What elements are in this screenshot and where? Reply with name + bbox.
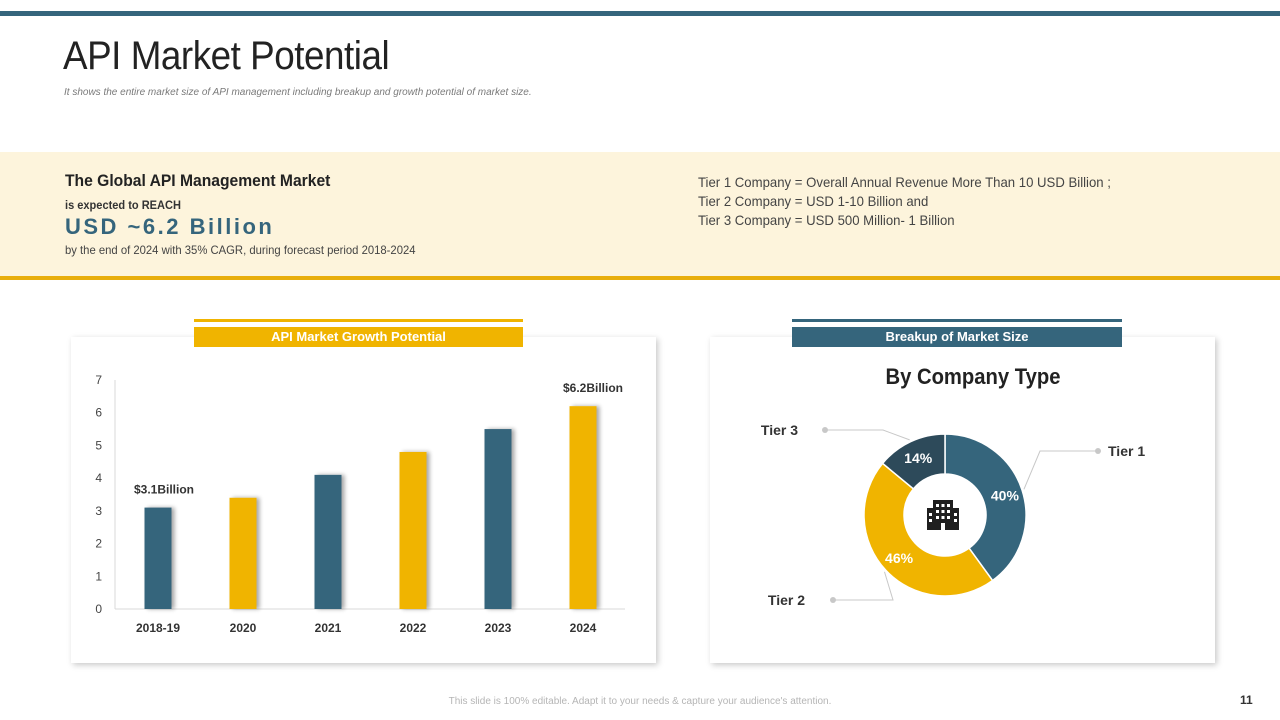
market-summary-band [0, 152, 1280, 276]
bar-chart-header: API Market Growth Potential [194, 327, 523, 347]
pie-callout-label: Tier 3 [761, 422, 798, 438]
x-tick-label: 2020 [230, 621, 257, 635]
tier-definition-2: Tier 2 Company = USD 1-10 Billion and [698, 193, 929, 209]
pie-slice-percent: 46% [885, 550, 914, 566]
market-note: by the end of 2024 with 35% CAGR, during… [65, 243, 416, 257]
market-summary-underline [0, 276, 1280, 280]
pie-callout-line [825, 429, 910, 441]
y-tick-label: 1 [95, 569, 102, 583]
y-tick-label: 7 [95, 373, 102, 387]
tier-definition-1: Tier 1 Company = Overall Annual Revenue … [698, 174, 1111, 190]
x-tick-label: 2023 [485, 621, 512, 635]
pie-chart-header: Breakup of Market Size [792, 327, 1122, 347]
pie-slice-tier-2 [863, 462, 994, 597]
y-tick-label: 3 [95, 504, 102, 518]
market-heading: The Global API Management Market [65, 171, 331, 190]
building-icon [927, 500, 959, 530]
pie-chart-header-line [792, 319, 1122, 322]
y-tick-label: 2 [95, 537, 102, 551]
pie-callout-dot [822, 427, 828, 433]
market-value: USD ~6.2 Billion [65, 214, 275, 239]
page-subtitle: It shows the entire market size of API m… [64, 87, 532, 98]
y-tick-label: 6 [95, 406, 102, 420]
bar-data-label: $6.2Billion [563, 381, 623, 395]
pie-slice-tier-1 [944, 433, 1027, 582]
tier-definitions: Tier 1 Company = Overall Annual Revenue … [698, 173, 1111, 230]
tier-definition-3: Tier 3 Company = USD 500 Million- 1 Bill… [698, 212, 955, 228]
bar-2018-19 [144, 507, 172, 609]
pie-callout-dot [830, 597, 836, 603]
bar-data-label: $3.1Billion [134, 483, 194, 497]
pie-slice-tier-3 [881, 433, 946, 490]
page-number: 11 [1240, 693, 1253, 707]
x-tick-label: 2022 [400, 621, 427, 635]
pie-slice-percent: 40% [991, 488, 1020, 504]
y-tick-label: 4 [95, 471, 102, 485]
pie-callout-line [1023, 450, 1098, 490]
pie-callout-label: Tier 1 [1108, 443, 1145, 459]
bar-chart-header-line [194, 319, 523, 322]
pie-slice-percent: 14% [904, 450, 933, 466]
pie-chart-title: By Company Type [885, 364, 1061, 389]
x-tick-label: 2024 [570, 621, 597, 635]
market-expect-label: is expected to REACH [65, 198, 181, 212]
bar-2023 [484, 429, 512, 609]
y-tick-label: 5 [95, 438, 102, 452]
pie-callout-dot [1095, 448, 1101, 454]
bar-2020 [229, 497, 257, 609]
pie-callout-line [833, 571, 894, 601]
bar-2021 [314, 474, 342, 609]
bar-2022 [399, 451, 427, 609]
top-accent-bar [0, 11, 1280, 16]
bar-2024 [569, 406, 597, 609]
page-title: API Market Potential [63, 34, 390, 78]
footer-note: This slide is 100% editable. Adapt it to… [448, 696, 832, 707]
x-tick-label: 2021 [315, 621, 342, 635]
pie-chart-card [710, 337, 1215, 663]
pie-callout-label: Tier 2 [768, 592, 805, 608]
y-tick-label: 0 [95, 602, 102, 616]
x-tick-label: 2018-19 [136, 621, 180, 635]
